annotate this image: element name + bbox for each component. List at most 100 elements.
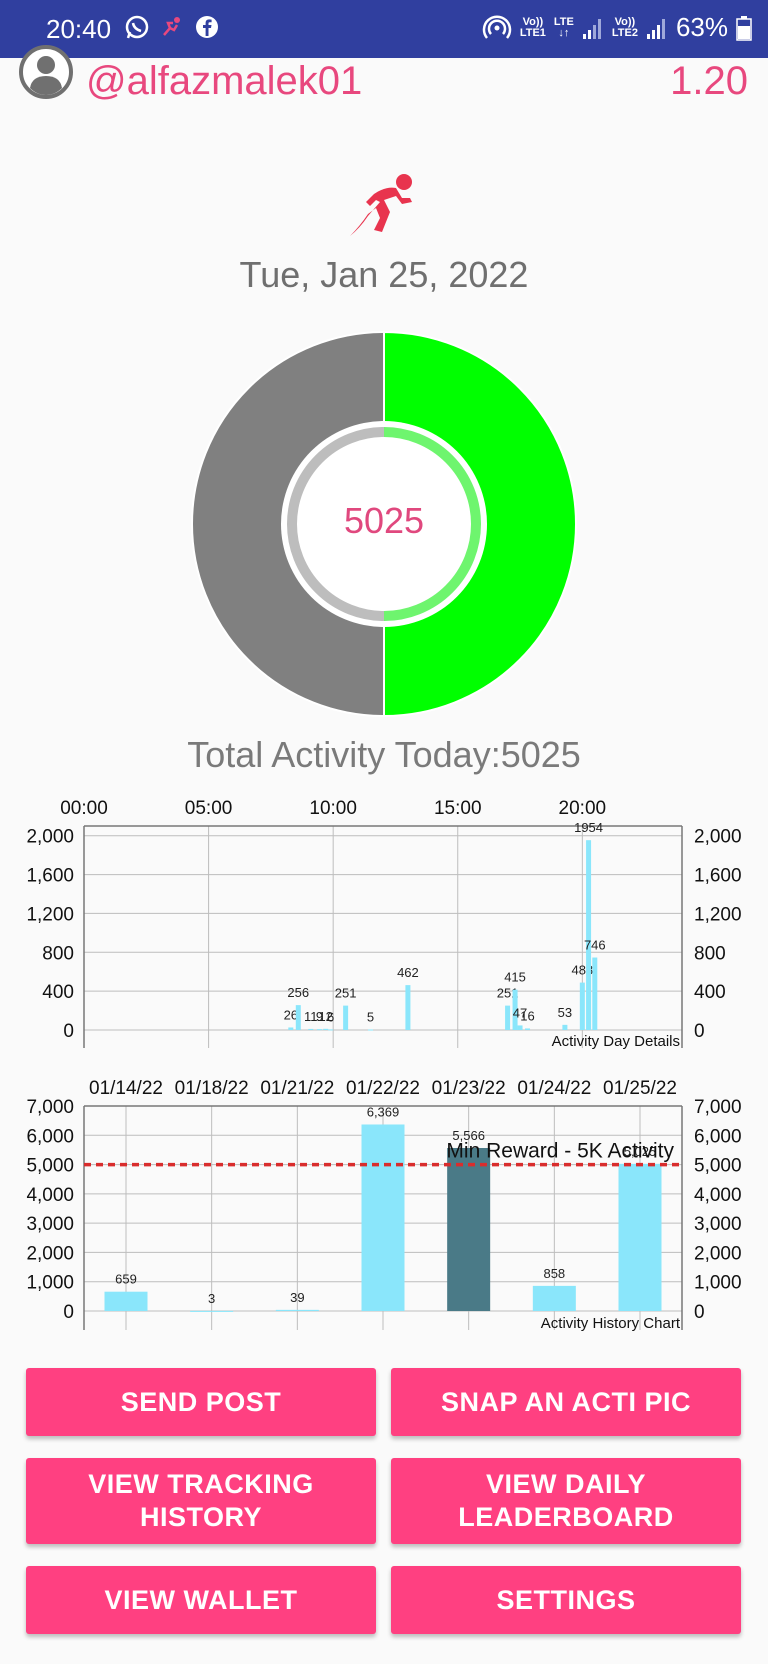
x-tick-label: 00:00	[60, 798, 108, 819]
bar	[517, 1025, 523, 1030]
bar	[308, 1028, 314, 1030]
signal-icon-2	[646, 18, 665, 39]
bar-value-label: 858	[543, 1266, 565, 1281]
x-category-label: 01/23/22	[432, 1078, 506, 1099]
y-tick-label-right: 1,200	[694, 904, 742, 925]
activity-day-chart: 0 0 400 400 800 800 1,200 1,200 1,600 1,600 2,000 2…	[26, 798, 742, 1050]
chart-description: Activity History Chart	[541, 1315, 681, 1332]
y-tick-label-left: 3,000	[26, 1214, 74, 1235]
x-category-label: 01/25/22	[603, 1078, 677, 1099]
send-post-label: SEND POST	[120, 1386, 282, 1417]
hotspot-icon	[482, 14, 512, 39]
donut-center-value: 5025	[343, 500, 425, 541]
bar-value-label: 5	[367, 1010, 374, 1025]
bar-value-label: 6,369	[367, 1104, 400, 1119]
facebook-icon	[196, 16, 218, 38]
x-category-label: 01/14/22	[89, 1078, 163, 1099]
x-category-label: 01/24/22	[517, 1078, 591, 1099]
bar	[323, 1028, 329, 1030]
x-tick-label: 05:00	[185, 798, 233, 819]
whatsapp-icon	[125, 15, 149, 39]
y-tick-label-right: 400	[694, 982, 726, 1003]
leaderboard-label-line1: VIEW DAILY	[485, 1469, 647, 1499]
bar	[447, 1147, 491, 1311]
network-label: LTE ↓↑	[553, 15, 574, 39]
view-tracking-history-button[interactable]: VIEW TRACKING HISTORY	[26, 1458, 376, 1544]
y-tick-label-left: 1,200	[26, 904, 74, 925]
chart-description: Activity Day Details	[552, 1033, 680, 1050]
wallet-label: VIEW WALLET	[104, 1584, 298, 1615]
avatar-icon[interactable]	[18, 44, 74, 100]
bar	[592, 957, 598, 1030]
bar	[525, 1028, 531, 1030]
view-wallet-button[interactable]: VIEW WALLET	[26, 1566, 376, 1634]
y-tick-label-right: 6,000	[694, 1126, 742, 1147]
tracking-label-line1: VIEW TRACKING	[88, 1469, 314, 1499]
x-category-label: 01/22/22	[346, 1078, 420, 1099]
y-tick-label-left: 400	[42, 982, 74, 1003]
activity-donut-chart	[191, 330, 577, 718]
bar-value-label: 39	[290, 1290, 304, 1305]
runner-notification-icon	[163, 17, 180, 36]
sim2-label: Vo)) LTE2	[611, 15, 638, 39]
x-tick-label: 20:00	[559, 798, 607, 819]
y-tick-label-right: 1,000	[694, 1273, 742, 1294]
bar-value-label: 256	[287, 985, 309, 1000]
bar	[532, 1285, 576, 1311]
y-tick-label-left: 0	[63, 1021, 74, 1042]
bar	[275, 1309, 319, 1311]
bar-value-label: 462	[397, 965, 419, 980]
snap-pic-label: SNAP AN ACTI PIC	[440, 1386, 692, 1417]
donut-hole	[281, 421, 487, 627]
sim1-label: Vo)) LTE1	[519, 15, 546, 39]
bar-value-label: 53	[558, 1005, 572, 1020]
x-category-label: 01/21/22	[260, 1078, 334, 1099]
app-version: 1.20	[670, 59, 748, 103]
signal-icon	[582, 18, 601, 39]
runner-icon	[350, 174, 412, 236]
y-tick-label-right: 800	[694, 943, 726, 964]
bar	[104, 1291, 148, 1311]
bar	[405, 985, 411, 1030]
bar-value-label: 9	[316, 1009, 323, 1024]
snap-pic-button[interactable]: SNAP AN ACTI PIC	[391, 1368, 741, 1436]
activity-history-chart: 0 0 1,000 1,000 2,000 2,000 3,000 3,000 4,000 4,0…	[26, 1078, 742, 1332]
view-daily-leaderboard-button[interactable]: VIEW DAILY LEADERBOARD	[391, 1458, 741, 1544]
bar	[586, 840, 592, 1030]
y-tick-label-right: 5,000	[694, 1156, 742, 1177]
y-tick-label-left: 7,000	[26, 1097, 74, 1118]
current-date: Tue, Jan 25, 2022	[239, 254, 529, 295]
bar-value-label: 746	[584, 938, 606, 953]
y-tick-label-left: 5,000	[26, 1156, 74, 1177]
bar-value-label: 659	[115, 1272, 137, 1287]
send-post-button[interactable]: SEND POST	[26, 1368, 376, 1436]
y-tick-label-left: 0	[63, 1302, 74, 1323]
y-tick-label-left: 1,600	[26, 866, 74, 887]
settings-label: SETTINGS	[496, 1584, 636, 1615]
y-tick-label-left: 2,000	[26, 827, 74, 848]
leaderboard-label-line2: LEADERBOARD	[458, 1502, 674, 1532]
y-tick-label-left: 4,000	[26, 1185, 74, 1206]
y-tick-label-left: 6,000	[26, 1126, 74, 1147]
bar	[316, 1029, 322, 1031]
battery-icon	[736, 15, 752, 41]
bar-value-label: 5,566	[452, 1128, 485, 1143]
y-tick-label-right: 2,000	[694, 1243, 742, 1264]
tracking-label-line2: HISTORY	[139, 1502, 263, 1532]
bar	[579, 982, 585, 1030]
bar-value-label: 16	[520, 1008, 534, 1023]
settings-button[interactable]: SETTINGS	[391, 1566, 741, 1634]
bar	[505, 1005, 511, 1030]
bar-value-label: 26	[284, 1007, 298, 1022]
x-tick-label: 10:00	[309, 798, 357, 819]
status-bar: 20:40 Vo)) LTE1 LTE ↓↑ Vo)) LTE2	[0, 0, 768, 58]
y-tick-label-right: 1,600	[694, 866, 742, 887]
bar	[512, 989, 518, 1030]
bar-value-label: 251	[335, 986, 357, 1001]
bar-value-label: 3	[208, 1291, 215, 1306]
donut-inner-ring-remaining	[287, 427, 385, 621]
bar	[288, 1027, 294, 1030]
username: @alfazmalek01	[86, 59, 363, 103]
x-tick-label: 15:00	[434, 798, 482, 819]
y-tick-label-right: 7,000	[694, 1097, 742, 1118]
